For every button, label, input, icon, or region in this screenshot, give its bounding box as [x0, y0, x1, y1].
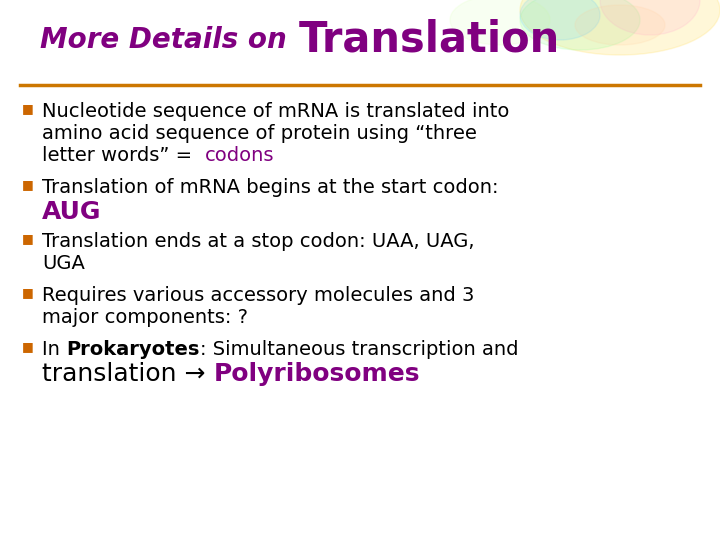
Text: Prokaryotes: Prokaryotes — [66, 340, 199, 359]
Ellipse shape — [450, 0, 550, 45]
Text: More Details on: More Details on — [40, 26, 297, 54]
Text: AUG: AUG — [42, 200, 102, 224]
Text: ■: ■ — [22, 286, 34, 299]
Text: ■: ■ — [22, 232, 34, 245]
Ellipse shape — [520, 0, 600, 40]
Text: : Simultaneous transcription and: : Simultaneous transcription and — [199, 340, 518, 359]
Text: In: In — [42, 340, 66, 359]
Text: Polyribosomes: Polyribosomes — [214, 362, 420, 386]
Text: translation →: translation → — [42, 362, 214, 386]
Text: Nucleotide sequence of mRNA is translated into: Nucleotide sequence of mRNA is translate… — [42, 102, 509, 121]
Text: ■: ■ — [22, 340, 34, 353]
Text: codons: codons — [204, 146, 274, 165]
Text: letter words” =: letter words” = — [42, 146, 204, 165]
Text: ■: ■ — [22, 178, 34, 191]
Text: UGA: UGA — [42, 254, 85, 273]
Ellipse shape — [575, 5, 665, 45]
Ellipse shape — [520, 0, 720, 55]
Text: major components: ?: major components: ? — [42, 308, 248, 327]
Ellipse shape — [520, 0, 640, 50]
Text: Translation of mRNA begins at the start codon:: Translation of mRNA begins at the start … — [42, 178, 498, 197]
Text: ■: ■ — [22, 102, 34, 115]
Text: Translation: Translation — [298, 19, 559, 61]
Text: Requires various accessory molecules and 3: Requires various accessory molecules and… — [42, 286, 474, 305]
Text: Translation ends at a stop codon: UAA, UAG,: Translation ends at a stop codon: UAA, U… — [42, 232, 474, 251]
Ellipse shape — [600, 0, 700, 35]
Text: amino acid sequence of protein using “three: amino acid sequence of protein using “th… — [42, 124, 477, 143]
